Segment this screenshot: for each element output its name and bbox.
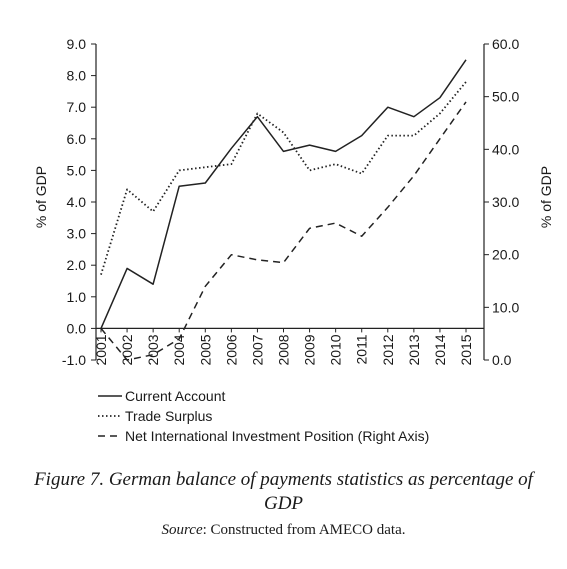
- right-tick-label: 10.0: [492, 299, 519, 315]
- x-tick-label: 2008: [276, 334, 292, 365]
- x-tick-label: 2014: [432, 334, 448, 365]
- series-line-3: [100, 101, 467, 361]
- x-tick-label: 2010: [328, 334, 344, 365]
- left-tick-label: 5.0: [67, 162, 87, 178]
- figure-title: Figure 7. German balance of payments sta…: [34, 469, 533, 514]
- x-tick-label: 2005: [197, 334, 213, 365]
- left-tick-label: 4.0: [67, 194, 87, 210]
- right-tick-label: 20.0: [492, 247, 519, 263]
- x-tick-label: 2007: [249, 334, 265, 365]
- left-tick-label: 1.0: [67, 289, 87, 305]
- source-label: Source: [161, 522, 203, 538]
- x-tick-label: 2002: [119, 334, 135, 365]
- right-tick-label: 50.0: [492, 89, 519, 105]
- right-tick-label: 0.0: [492, 352, 512, 368]
- tick-labels: -1.0 0.0 1.0 2.0 3.0 4.0 5.0 6.0 7.0 8.0 9.0 0.0 10.…: [62, 36, 520, 368]
- left-tick-label: 3.0: [67, 226, 87, 242]
- figure-caption: Figure 7. German balance of payments sta…: [0, 468, 567, 516]
- left-axis-label: % of GDP: [33, 166, 49, 228]
- series-lines: [100, 59, 467, 361]
- left-tick-label: 9.0: [67, 36, 87, 52]
- x-tick-label: 2013: [406, 334, 422, 365]
- figure-source: Source: Constructed from AMECO data.: [0, 522, 567, 539]
- right-tick-label: 30.0: [492, 194, 519, 210]
- legend-label: Net International Investment Position (R…: [125, 428, 429, 444]
- right-axis-label: % of GDP: [538, 166, 554, 228]
- x-tick-label: 2003: [145, 334, 161, 365]
- right-tick-label: 40.0: [492, 141, 519, 157]
- x-tick-label: 2011: [354, 334, 370, 364]
- left-tick-label: 6.0: [67, 131, 87, 147]
- legend-label: Trade Surplus: [125, 408, 212, 424]
- left-tick-label: 0.0: [67, 320, 87, 336]
- x-tick-label: 2009: [302, 334, 318, 365]
- x-tick-label: 2004: [171, 334, 187, 365]
- right-tick-label: 60.0: [492, 36, 519, 52]
- source-text: : Constructed from AMECO data.: [202, 522, 406, 538]
- x-tick-label: 2012: [380, 334, 396, 365]
- legend-label: Current Account: [125, 388, 225, 404]
- x-tick-label: 2006: [223, 334, 239, 365]
- legend: Current Account Trade Surplus Net Internat…: [98, 388, 429, 444]
- series-line-1: [100, 59, 467, 329]
- axes: [91, 43, 489, 361]
- x-tick-label: 2001: [93, 334, 109, 365]
- left-tick-label: 8.0: [67, 68, 87, 84]
- left-tick-label: -1.0: [62, 352, 86, 368]
- left-tick-label: 2.0: [67, 257, 87, 273]
- left-tick-label: 7.0: [67, 99, 87, 115]
- x-tick-label: 2015: [458, 334, 474, 365]
